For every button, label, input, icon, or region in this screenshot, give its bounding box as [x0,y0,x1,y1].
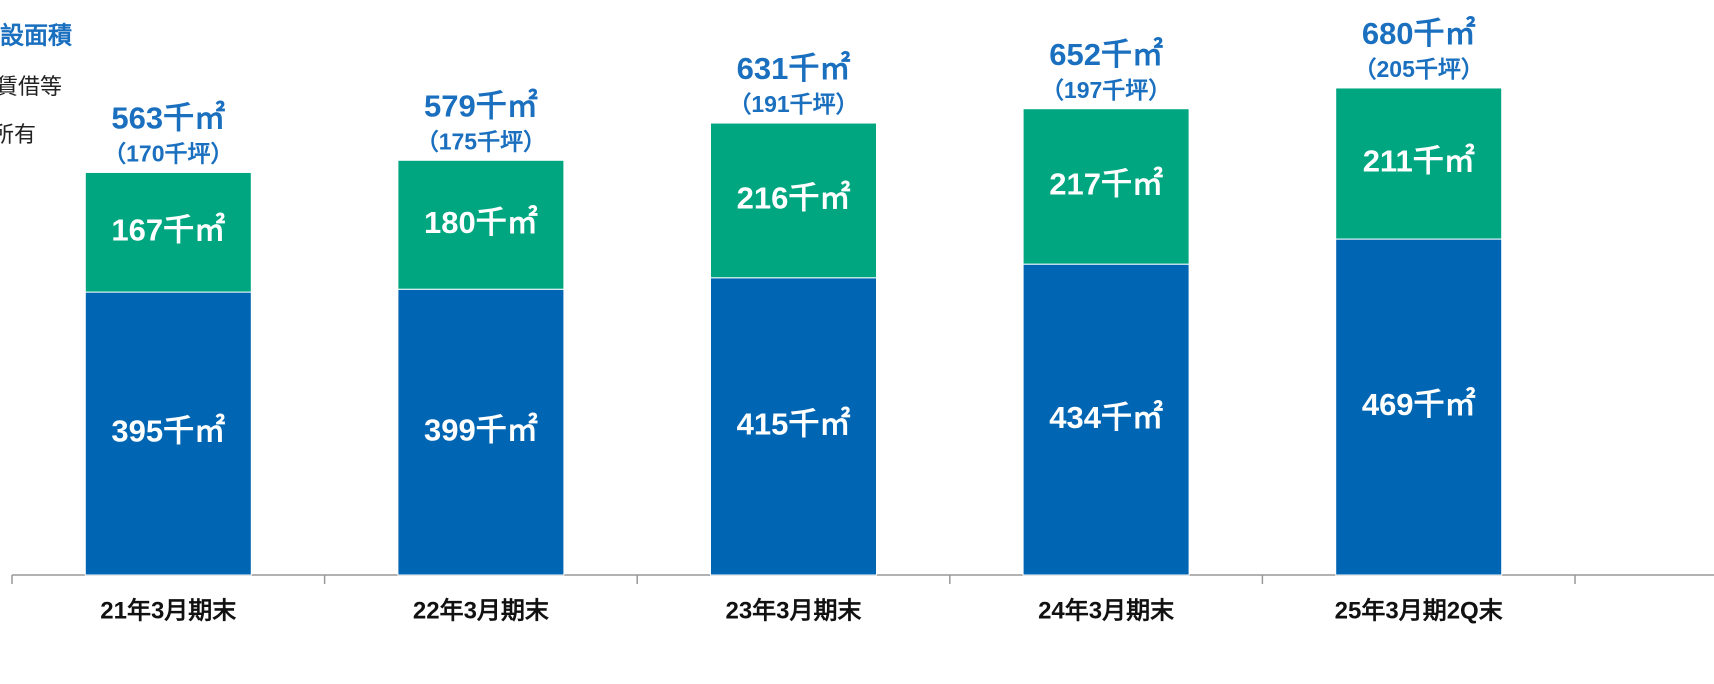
tsubo-label: （205千坪） [1354,56,1484,82]
total-label: 579千㎡ [424,88,538,123]
tsubo-label: （191千坪） [728,91,858,117]
bar-segment [397,159,565,290]
bar-segment [1335,87,1503,240]
total-label: 563千㎡ [111,101,225,136]
x-tick-label: 21年3月期末 [100,596,237,624]
data-label: 180千㎡ [424,205,538,240]
data-label: 469千㎡ [1362,387,1476,422]
x-tick-label: 22年3月期末 [413,596,550,624]
bar-segment [84,171,252,293]
tsubo-label: （175千坪） [416,128,546,154]
total-label: 652千㎡ [1049,37,1163,72]
total-label: 680千㎡ [1362,16,1476,51]
data-label: 434千㎡ [1049,400,1163,435]
legend-label: 所有 [0,122,36,147]
data-label: 217千㎡ [1049,167,1163,202]
data-label: 399千㎡ [424,412,538,447]
bar-segment [710,277,877,576]
data-label: 395千㎡ [111,414,225,449]
bar-segment [1022,108,1190,265]
bar-segment [710,122,877,279]
data-label: 211千㎡ [1363,144,1475,179]
bar-segment [397,288,565,576]
tsubo-label: （170千坪） [103,141,233,167]
bar-segment [1335,238,1503,576]
bar-segment [84,291,252,576]
tsubo-label: （197千坪） [1041,77,1171,103]
data-label: 216千㎡ [737,181,851,216]
total-label: 631千㎡ [737,51,851,86]
data-label: 167千㎡ [111,212,225,247]
legend-label: 賃借等 [0,74,62,99]
chart-title: 設面積 [0,21,72,49]
data-label: 415千㎡ [737,407,851,442]
x-tick-label: 24年3月期末 [1038,596,1175,624]
x-tick-label: 23年3月期末 [725,596,862,624]
bar-segment [1022,263,1190,576]
x-tick-label: 25年3月期2Q末 [1335,596,1504,624]
